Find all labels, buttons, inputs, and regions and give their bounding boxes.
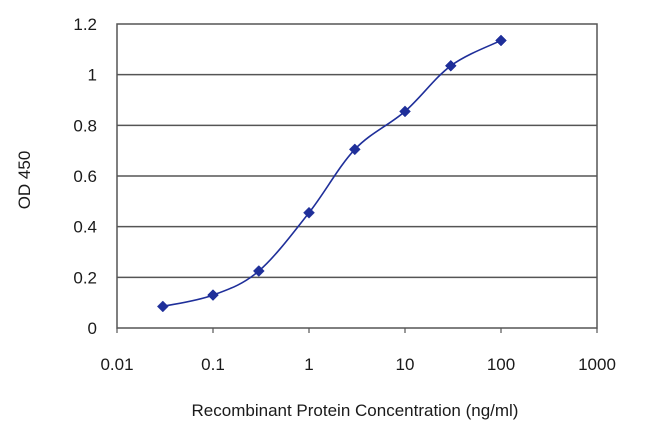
y-tick-label: 0 [88,319,97,338]
x-axis-title: Recombinant Protein Concentration (ng/ml… [192,401,519,420]
data-point-marker [252,265,265,277]
x-tick-label: 0.1 [201,355,225,374]
y-tick-label: 0.8 [73,116,97,135]
x-tick-label: 1000 [578,355,616,374]
x-tick-label: 0.01 [100,355,133,374]
plot-frame [116,23,598,329]
data-point-marker [495,34,507,47]
y-tick-label: 0.6 [73,167,97,186]
y-tick-label: 1 [88,66,97,85]
grid-lines [117,73,597,279]
data-point-marker [156,300,169,313]
y-tick-label: 0.4 [73,218,97,237]
x-tick-label: 100 [487,355,515,374]
data-point-marker [207,289,219,301]
y-tick-label: 1.2 [73,15,97,34]
y-axis-title: OD 450 [15,151,34,210]
series-line [162,39,502,308]
x-axis: 0.01 0.1 1 10 100 1000 [100,328,616,374]
x-tick-label: 1 [304,355,313,374]
y-tick-label: 0.2 [73,268,97,287]
data-point-marker [303,206,315,219]
series-markers [156,34,507,313]
data-point-marker [348,143,361,156]
data-point-marker [444,59,457,72]
data-point-marker [399,105,411,118]
x-tick-label: 10 [396,355,415,374]
y-axis: 0 0.2 0.4 0.6 0.8 1 1.2 [73,15,97,338]
